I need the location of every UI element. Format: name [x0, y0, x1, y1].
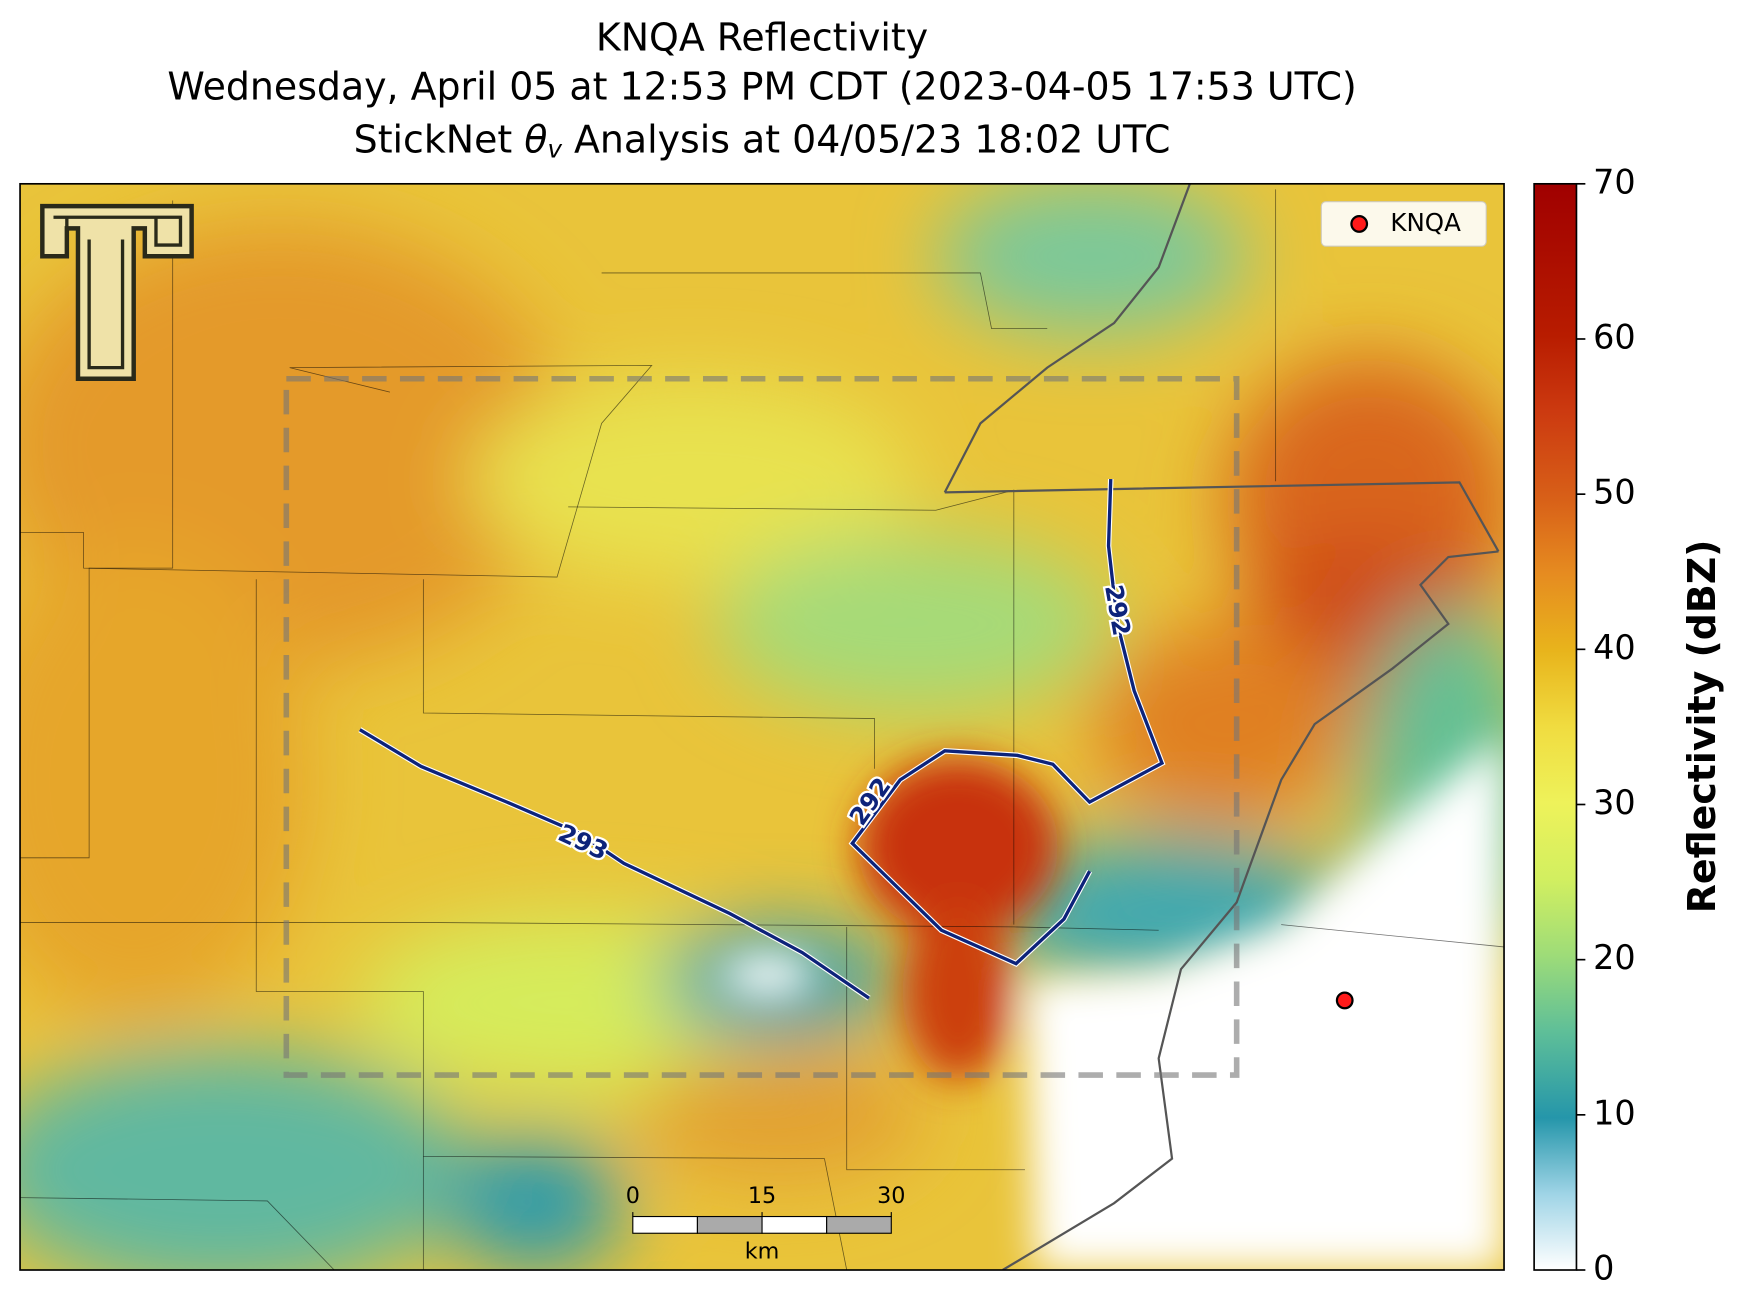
title-line1: KNQA Reflectivity	[596, 16, 928, 60]
colorbar-tick-label: 0	[1593, 1249, 1614, 1288]
legend-label: KNQA	[1390, 208, 1461, 237]
colorbar-tick-label: 60	[1593, 317, 1636, 356]
legend-marker	[1350, 215, 1369, 233]
colorbar-tick-label: 40	[1593, 628, 1636, 667]
logo	[40, 203, 194, 382]
title-text: StickNet	[354, 117, 525, 161]
colorbar	[1533, 182, 1578, 1271]
scale-segment	[696, 1215, 763, 1234]
radar-site	[1335, 991, 1354, 1010]
scale-segment	[761, 1215, 828, 1234]
colorbar-tick-label: 10	[1593, 1093, 1636, 1132]
colorbar-tick-label: 70	[1593, 162, 1636, 201]
scale-unit: km	[745, 1239, 780, 1265]
analysis-domain	[283, 375, 1240, 1078]
contour-line	[850, 478, 1165, 966]
legend: KNQA	[1320, 201, 1487, 247]
scale-segment	[826, 1215, 892, 1234]
title-subscript: v	[547, 134, 562, 163]
colorbar-tick-label: 50	[1593, 473, 1636, 512]
colorbar-tick-label: 20	[1593, 938, 1636, 977]
colorbar-label: Reflectivity (dBZ)	[1680, 540, 1724, 914]
scale-tick-label: 15	[748, 1183, 776, 1209]
radar-map: 293 292 292 KNQA km 0 15 30	[20, 183, 1505, 1271]
contour-line	[358, 728, 870, 1000]
title-text: Analysis at 04/05/23 18:02 UTC	[562, 117, 1170, 161]
title-line3: StickNet θv Analysis at 04/05/23 18:02 U…	[354, 117, 1171, 163]
scale-bar: km 0 15 30	[626, 1183, 906, 1265]
title-symbol: θ	[524, 117, 547, 161]
scale-tick-label: 0	[626, 1183, 640, 1209]
colorbar-tick-label: 30	[1593, 783, 1636, 822]
title-line2: Wednesday, April 05 at 12:53 PM CDT (202…	[167, 65, 1356, 109]
map-frame	[19, 182, 1505, 1271]
scale-tick-label: 30	[877, 1183, 905, 1209]
scale-segment	[632, 1215, 698, 1234]
